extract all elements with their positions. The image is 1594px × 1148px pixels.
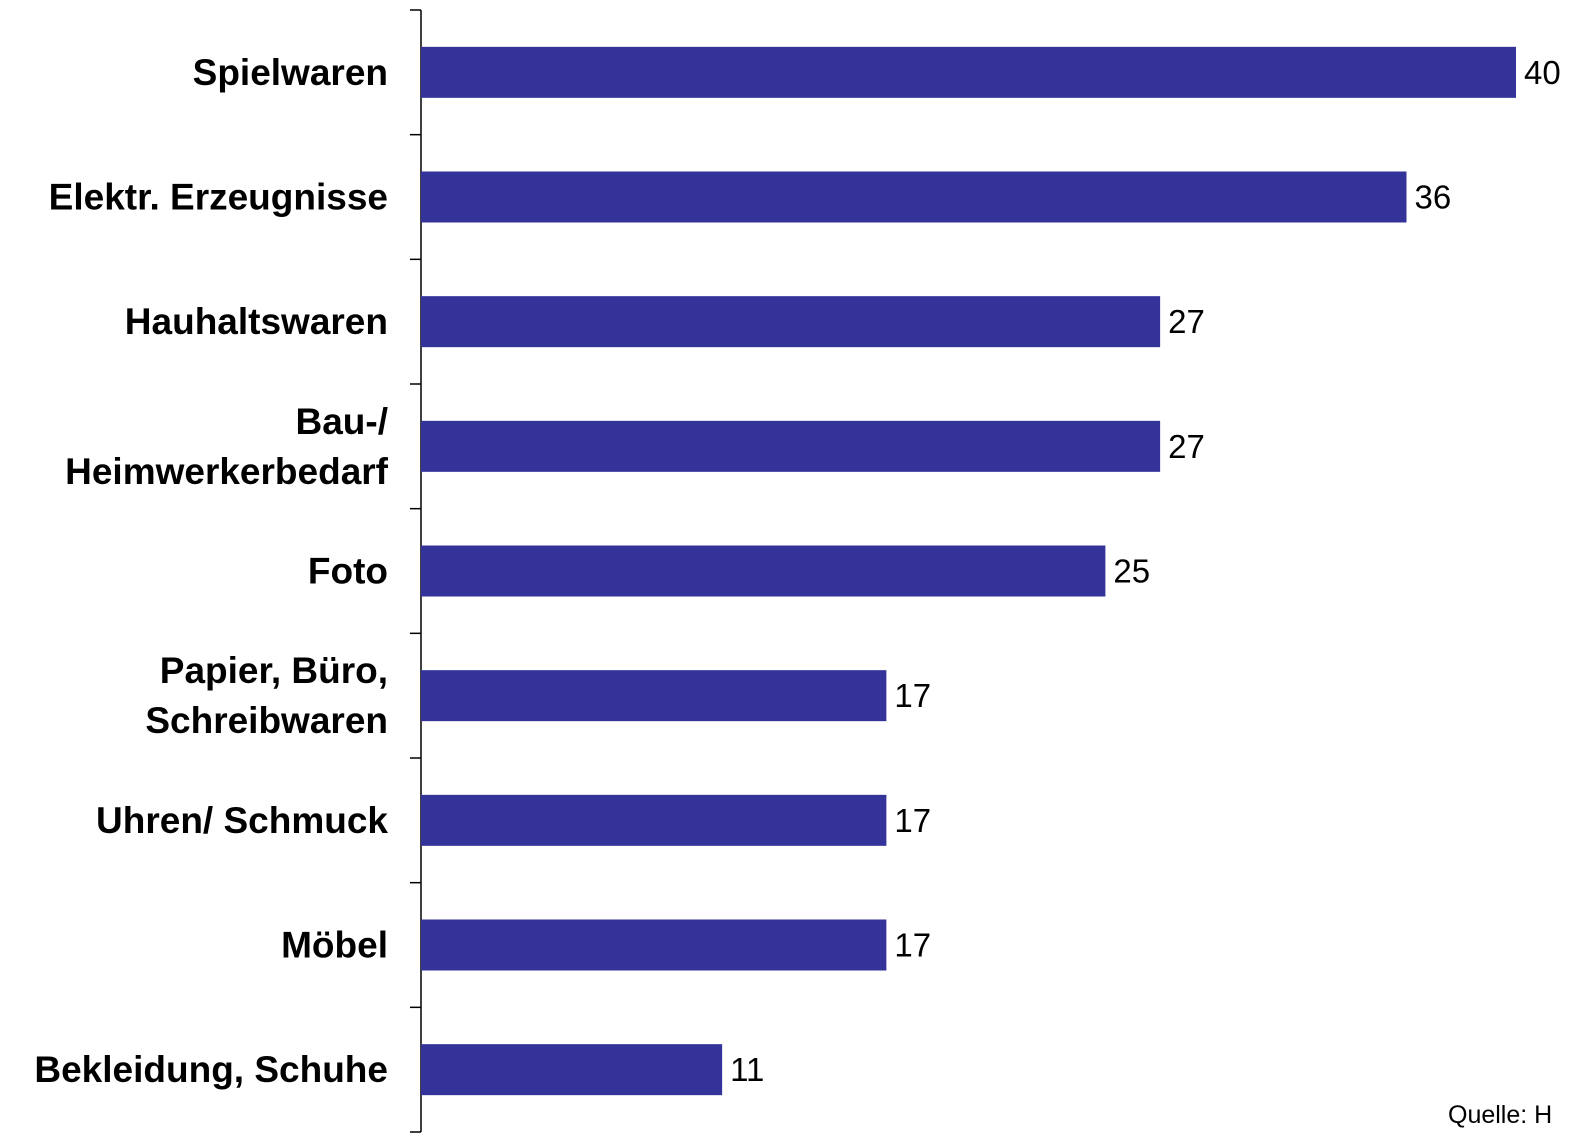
category-label: Uhren/ Schmuck bbox=[96, 800, 388, 841]
bar bbox=[421, 670, 887, 722]
data-label: 17 bbox=[894, 927, 931, 964]
category-label: Bau-/ Heimwerkerbedarf bbox=[65, 401, 389, 492]
category-label-line: Spielwaren bbox=[193, 52, 388, 93]
bar bbox=[421, 919, 887, 971]
category-label-line: Hauhaltswaren bbox=[125, 301, 388, 342]
category-label: Hauhaltswaren bbox=[125, 301, 388, 342]
category-label-line: Uhren/ Schmuck bbox=[96, 800, 388, 841]
data-label: 40 bbox=[1524, 54, 1561, 91]
data-label: 17 bbox=[894, 802, 931, 839]
category-label-line: Schreibwaren bbox=[145, 700, 388, 741]
category-label: Möbel bbox=[281, 925, 388, 966]
bars-group bbox=[421, 46, 1516, 1096]
category-label-line: Elektr. Erzeugnisse bbox=[49, 177, 388, 218]
data-label: 36 bbox=[1415, 179, 1452, 216]
bar bbox=[421, 1044, 723, 1096]
bar bbox=[421, 794, 887, 846]
category-label-line: Bau-/ bbox=[296, 401, 389, 442]
data-label: 25 bbox=[1113, 553, 1150, 590]
data-label: 27 bbox=[1168, 428, 1205, 465]
category-label-line: Möbel bbox=[281, 925, 388, 966]
category-label: Bekleidung, Schuhe bbox=[34, 1049, 388, 1090]
data-label: 17 bbox=[894, 677, 931, 714]
category-label: Spielwaren bbox=[193, 52, 388, 93]
data-label: 11 bbox=[730, 1051, 764, 1088]
bar bbox=[421, 296, 1161, 348]
category-label: Papier, Büro, Schreibwaren bbox=[145, 650, 388, 741]
bar bbox=[421, 545, 1106, 597]
bar bbox=[421, 171, 1407, 223]
category-label-line: Papier, Büro, bbox=[160, 650, 388, 691]
category-label-line: Bekleidung, Schuhe bbox=[34, 1049, 388, 1090]
category-labels: Spielwaren Elektr. Erzeugnisse Hauhaltswar… bbox=[34, 52, 388, 1090]
category-label-line: Heimwerkerbedarf bbox=[65, 451, 389, 492]
bar bbox=[421, 420, 1161, 472]
category-label: Elektr. Erzeugnisse bbox=[49, 177, 388, 218]
data-label: 27 bbox=[1168, 303, 1205, 340]
bar bbox=[421, 46, 1516, 98]
value-labels: 40 36 27 27 25 17 17 17 11 bbox=[730, 54, 1561, 1088]
y-axis-ticks bbox=[410, 9, 421, 1133]
category-label-line: Foto bbox=[308, 551, 388, 592]
category-label: Foto bbox=[308, 551, 388, 592]
source-note: Quelle: H bbox=[1448, 1101, 1552, 1129]
